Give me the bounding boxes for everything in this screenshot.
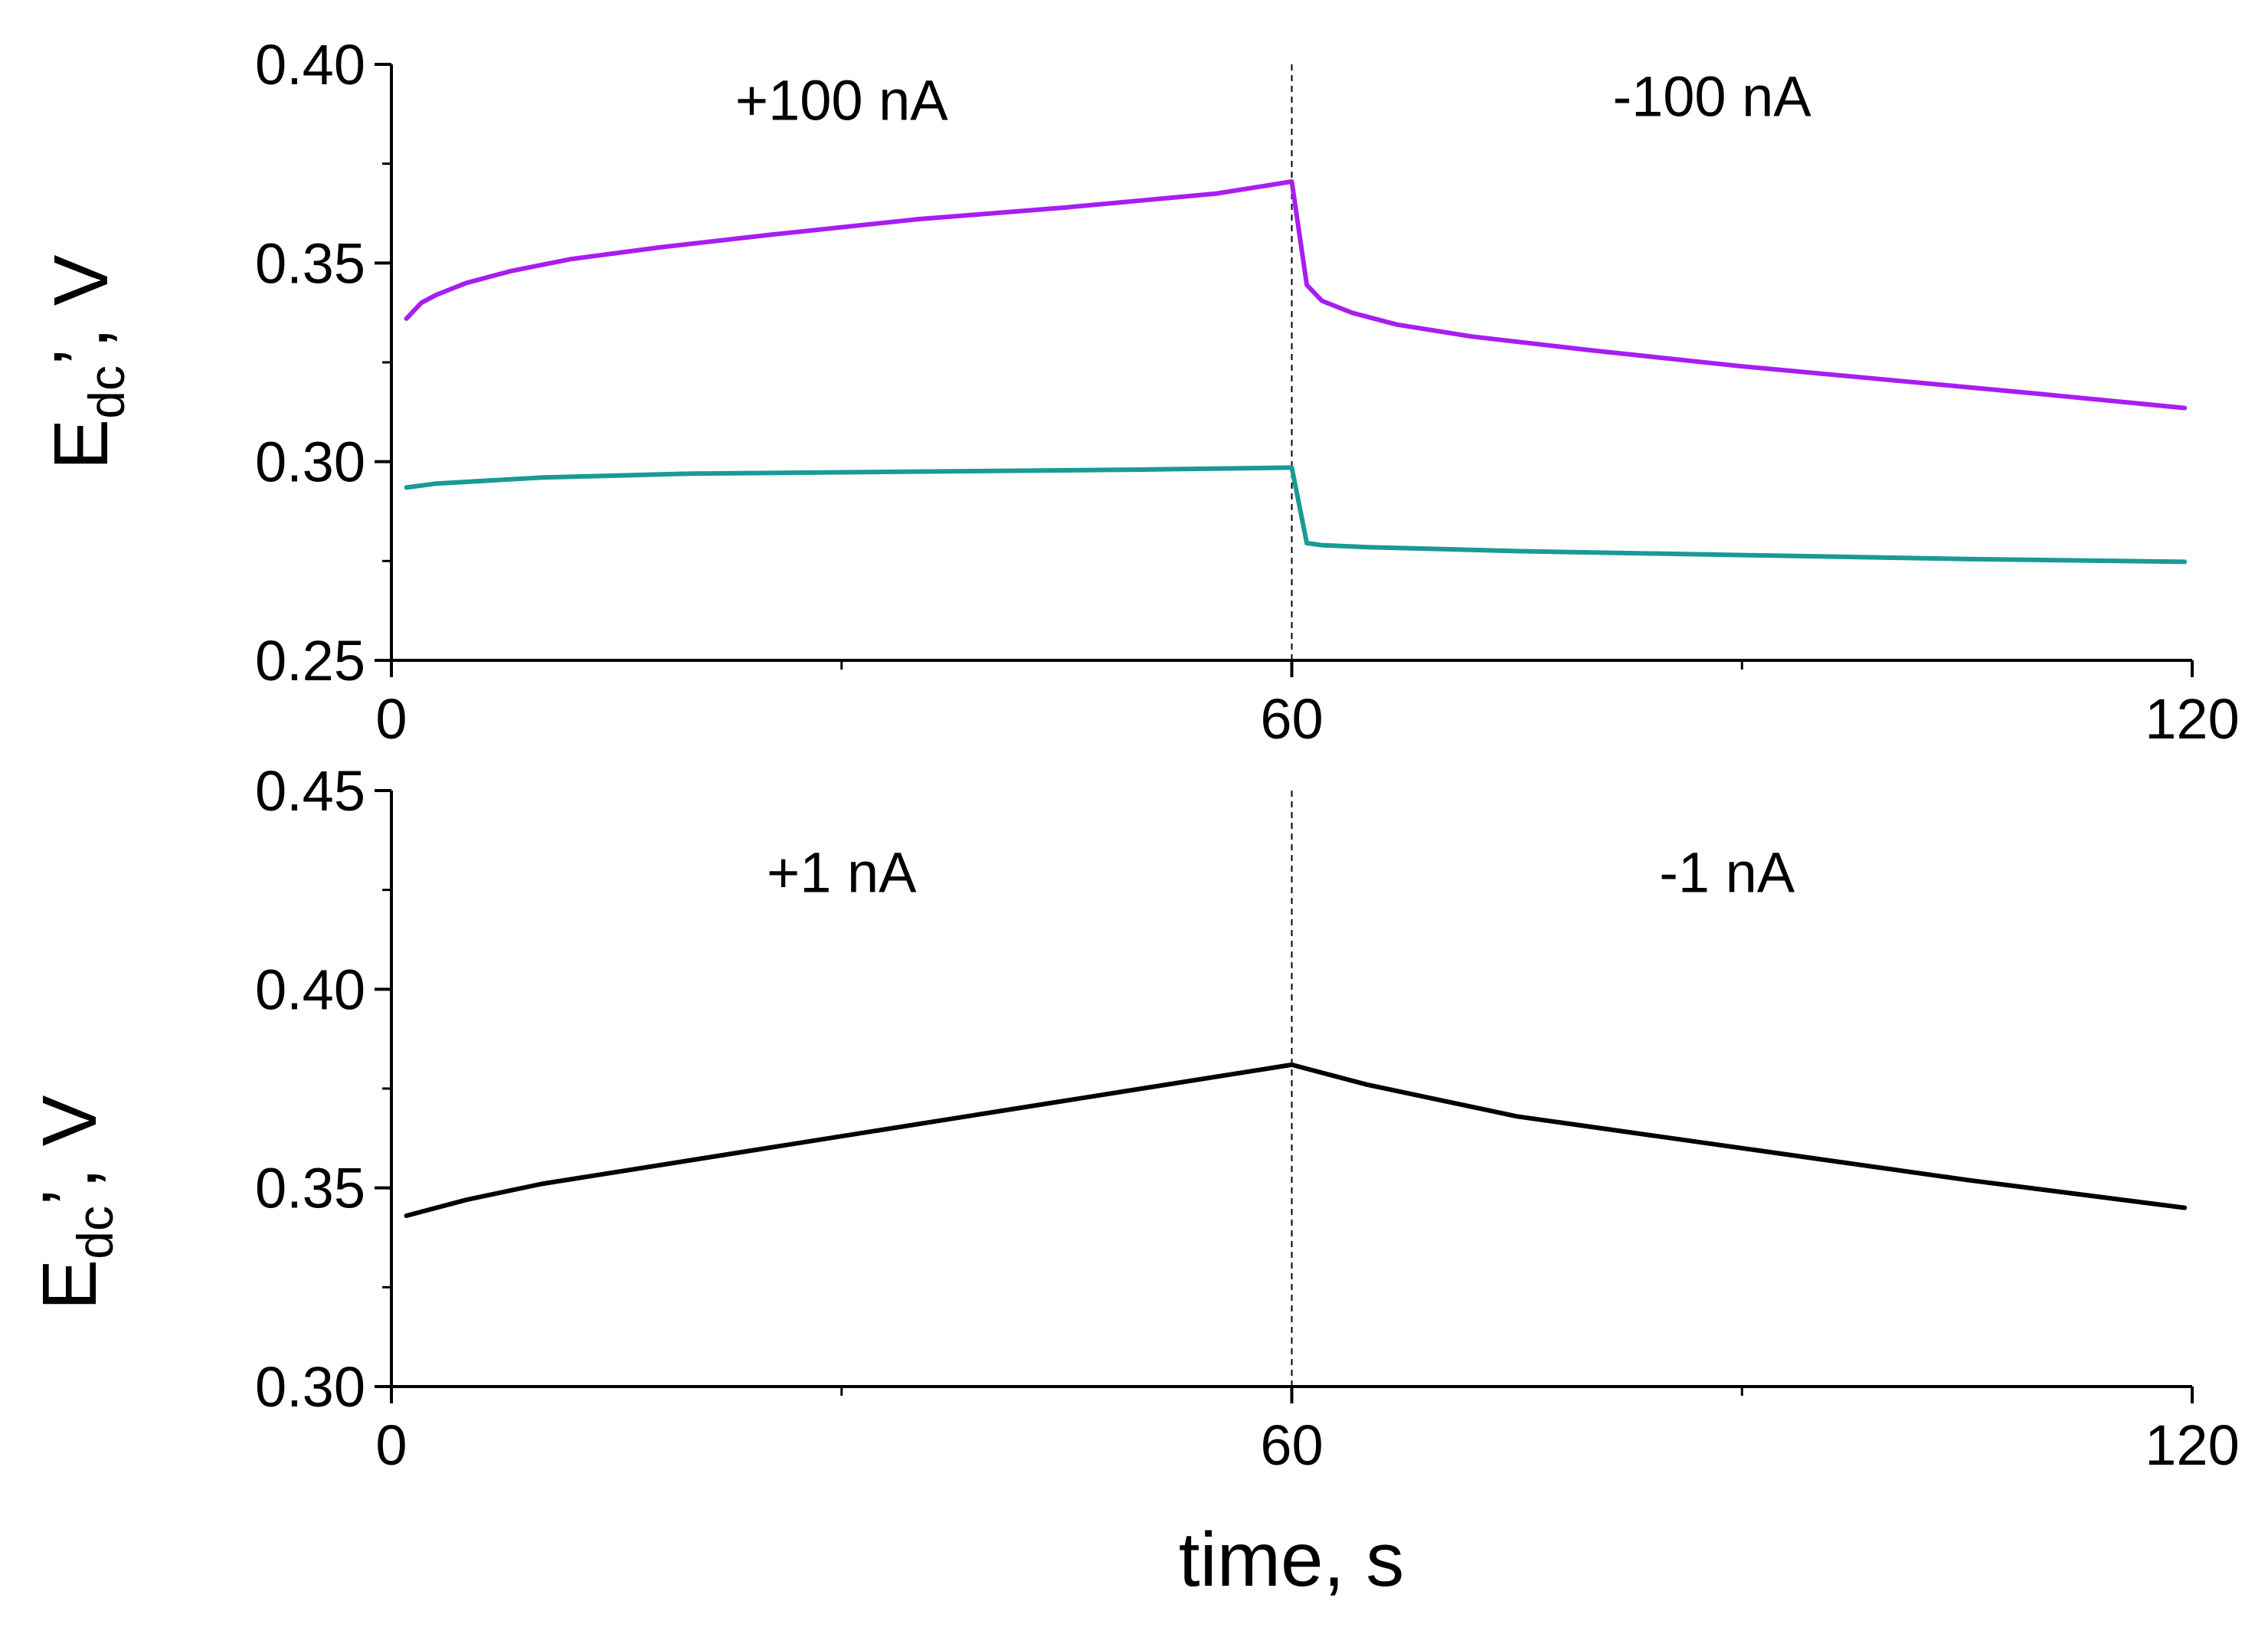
y-label-tail-bottom: ’, V (27, 1095, 113, 1206)
y-label-main-bottom: E (27, 1259, 113, 1311)
y-axis-label-top: Edc’, V (38, 254, 135, 470)
series-line-black (404, 1062, 2188, 1218)
x-tick-label-bottom-1: 60 (1260, 1413, 1323, 1477)
annotation-plus-1na: +1 nA (767, 840, 917, 904)
x-tick-label-bottom-2: 120 (2145, 1413, 2239, 1477)
annotation-minus-1na: -1 nA (1659, 840, 1795, 904)
series-line-teal (404, 465, 2188, 565)
annotation-plus-100na: +100 nA (735, 69, 948, 133)
y-label-main-top: E (38, 419, 124, 470)
chart-top: 0.25 0.30 0.35 0.40 0 60 120 +100 nA -100 nA E… (38, 33, 2240, 751)
x-tick-label-top-2: 120 (2145, 687, 2239, 751)
x-tick-label-top-1: 60 (1260, 687, 1323, 751)
annotation-minus-100na: -100 nA (1612, 64, 1811, 128)
x-axis-label: time, s (1179, 1517, 1404, 1603)
y-tick-label-bottom-2: 0.40 (255, 958, 365, 1021)
x-tick-label-bottom-0: 0 (375, 1413, 407, 1477)
y-tick-label-bottom-1: 0.35 (255, 1157, 365, 1220)
y-label-tail-top: ’, V (38, 254, 124, 365)
y-tick-label-bottom-3: 0.45 (255, 759, 365, 823)
series-line-purple (404, 179, 2188, 411)
y-tick-label-top-2: 0.35 (255, 231, 365, 295)
x-tick-label-top-0: 0 (375, 687, 407, 751)
y-axis-label-bottom: Edc’, V (27, 1095, 123, 1310)
chart-bottom: 0.30 0.35 0.40 0.45 0 60 120 +1 nA -1 nA Edc’,… (27, 759, 2240, 1603)
y-tick-label-bottom-0: 0.30 (255, 1355, 365, 1419)
y-tick-label-top-1: 0.30 (255, 431, 365, 494)
y-tick-label-top-3: 0.40 (255, 33, 365, 97)
y-label-sub-top: dc (78, 365, 135, 419)
y-label-sub-bottom: dc (67, 1206, 123, 1259)
y-tick-label-top-0: 0.25 (255, 629, 365, 693)
